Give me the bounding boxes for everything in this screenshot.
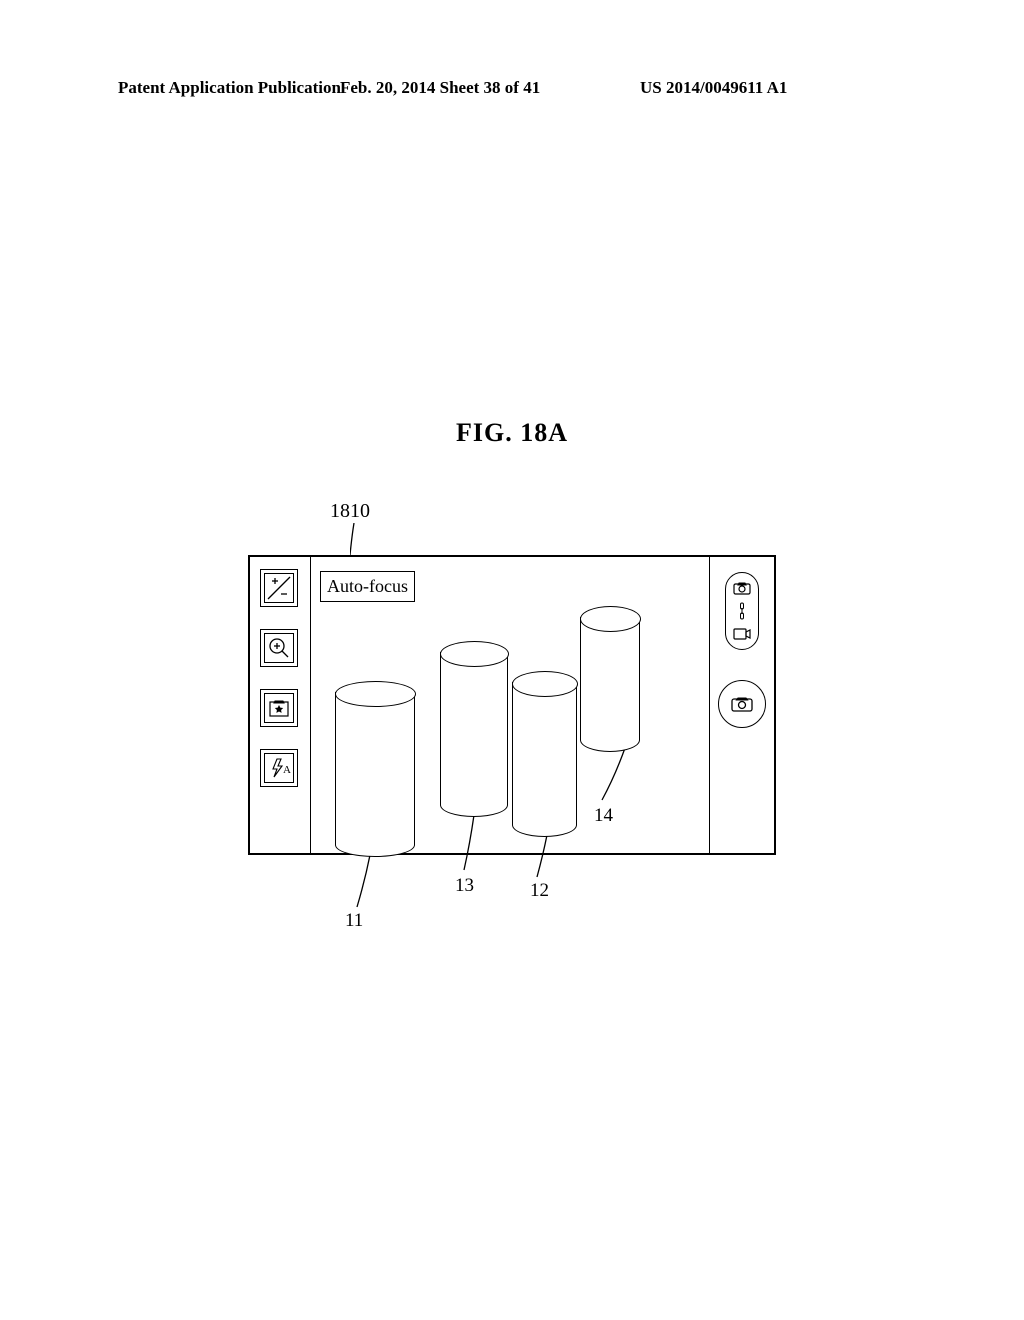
- zoom-icon[interactable]: [260, 629, 298, 667]
- callout-1810: 1810: [330, 500, 370, 523]
- cylinder-14: [580, 617, 640, 752]
- header-publication: Patent Application Publication: [118, 78, 341, 98]
- label-13: 13: [455, 875, 474, 897]
- cylinder-13: [440, 652, 508, 817]
- scene-icon[interactable]: [260, 689, 298, 727]
- leader-13: [462, 815, 482, 873]
- label-12: 12: [530, 880, 549, 902]
- right-icon-column: [718, 572, 766, 728]
- camera-mode-toggle[interactable]: [725, 572, 759, 650]
- flash-icon[interactable]: A: [260, 749, 298, 787]
- cylinder-12: [512, 682, 577, 837]
- autofocus-label-box: Auto-focus: [320, 571, 415, 602]
- label-14: 14: [594, 805, 613, 827]
- figure-title: FIG. 18A: [0, 418, 1024, 448]
- leader-12: [535, 835, 555, 880]
- flash-auto-letter: A: [283, 764, 291, 776]
- header-patent-no: US 2014/0049611 A1: [640, 78, 787, 98]
- label-11: 11: [345, 910, 363, 932]
- shutter-button[interactable]: [718, 680, 766, 728]
- leader-14: [600, 748, 630, 803]
- left-icon-column: A: [260, 569, 302, 787]
- exposure-icon[interactable]: [260, 569, 298, 607]
- cylinder-11: [335, 692, 415, 857]
- toggle-link-icon: [739, 602, 745, 620]
- device-frame: A Auto-focus: [248, 555, 776, 855]
- leader-1810: [350, 523, 390, 558]
- camera-icon: [730, 695, 754, 713]
- leader-11: [355, 855, 385, 910]
- camera-icon: [732, 580, 752, 596]
- video-icon: [732, 626, 752, 642]
- header-date-sheet: Feb. 20, 2014 Sheet 38 of 41: [340, 78, 540, 98]
